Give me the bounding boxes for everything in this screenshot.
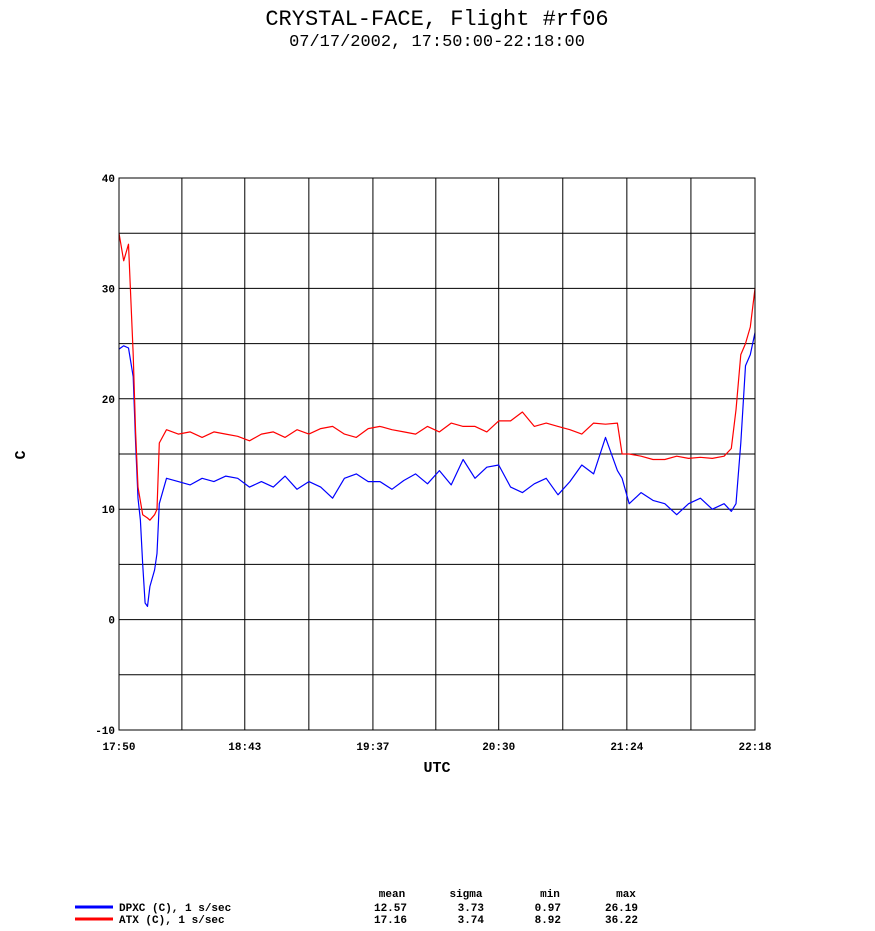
grid: [119, 178, 755, 730]
y-tick-label: 30: [102, 284, 115, 296]
atx-sigma: 3.74: [458, 915, 485, 927]
dpxc-sigma: 3.73: [458, 903, 485, 915]
series-line-atx: [118, 233, 756, 521]
chart-title: CRYSTAL-FACE, Flight #rf06: [265, 7, 608, 32]
atx-mean: 17.16: [374, 915, 407, 927]
y-tick-label: 10: [102, 505, 115, 517]
legend-label-dpxc: DPXC (C), 1 s/sec: [119, 903, 231, 915]
y-tick-label: -10: [95, 726, 115, 738]
y-tick-label: 0: [108, 616, 115, 628]
plot-frame: [118, 177, 756, 731]
stats-header-max: max: [616, 889, 636, 901]
y-axis-label: C: [13, 450, 30, 459]
stats-header-sigma: sigma: [449, 889, 482, 901]
y-tick-label: 20: [102, 395, 115, 407]
dpxc-max: 26.19: [605, 903, 638, 915]
x-tick-label: 17:50: [102, 742, 135, 754]
stats-header-min: min: [540, 889, 560, 901]
atx-min: 8.92: [535, 915, 561, 927]
legend-label-atx: ATX (C), 1 s/sec: [119, 915, 225, 927]
x-axis-label: UTC: [423, 760, 450, 777]
stats-header-mean: mean: [379, 889, 405, 901]
y-tick-label: 40: [102, 174, 115, 186]
x-axis: 17:50 18:43 19:37 20:30 21:24 22:18: [102, 742, 771, 754]
x-tick-label: 22:18: [738, 742, 771, 754]
x-tick-label: 18:43: [228, 742, 261, 754]
y-axis: 40 30 20 10 0 -10: [95, 174, 115, 738]
x-tick-label: 20:30: [482, 742, 515, 754]
series-line-dpxc: [118, 332, 756, 608]
x-tick-label: 19:37: [356, 742, 389, 754]
series-layer: [118, 233, 756, 608]
dpxc-mean: 12.57: [374, 903, 407, 915]
atx-max: 36.22: [605, 915, 638, 927]
dpxc-min: 0.97: [535, 903, 561, 915]
x-tick-label: 21:24: [610, 742, 643, 754]
legend: mean sigma min max DPXC (C), 1 s/sec 12.…: [75, 889, 638, 927]
chart-subtitle: 07/17/2002, 17:50:00-22:18:00: [289, 33, 585, 52]
